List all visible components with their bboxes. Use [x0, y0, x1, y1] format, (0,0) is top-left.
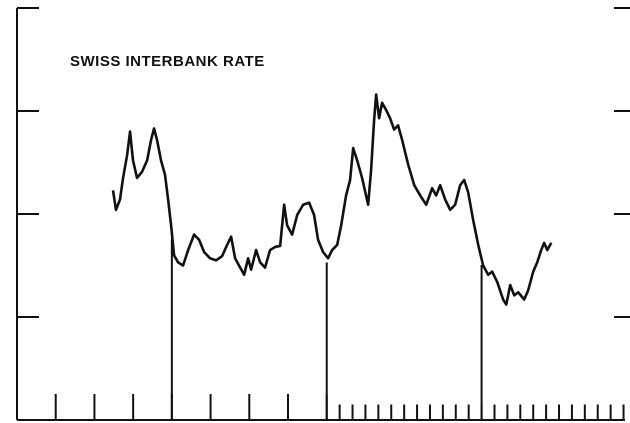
chart-title: SWISS INTERBANK RATE	[70, 53, 265, 70]
rate-line	[111, 93, 553, 306]
